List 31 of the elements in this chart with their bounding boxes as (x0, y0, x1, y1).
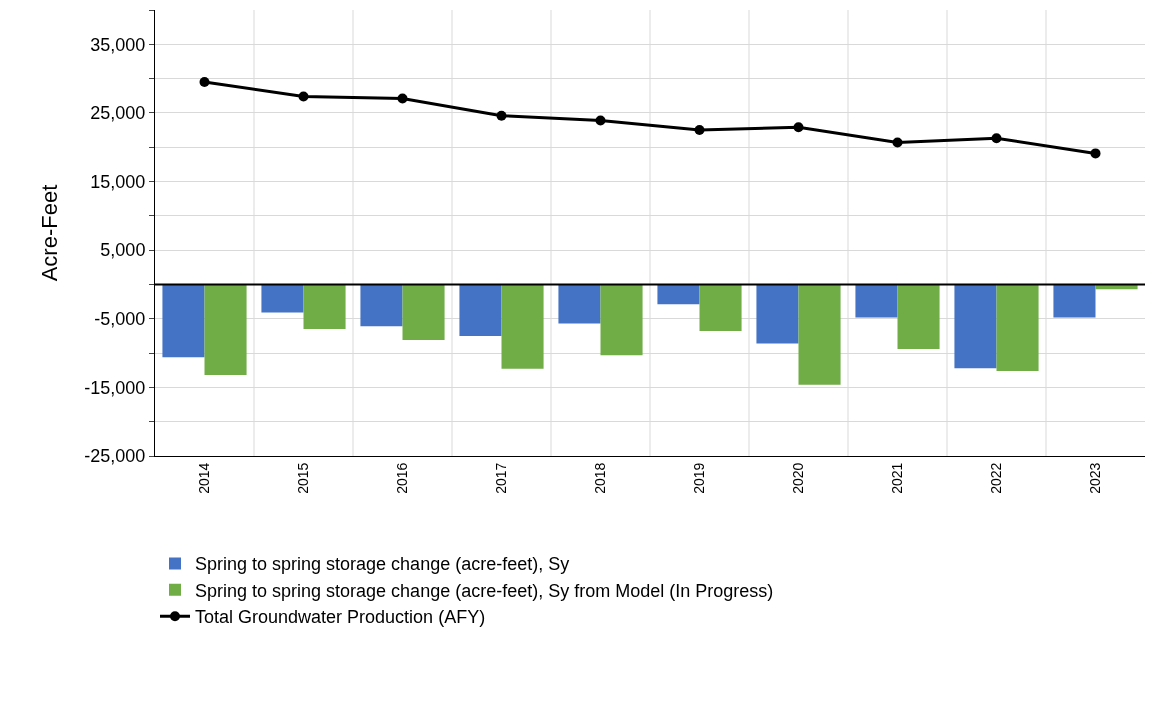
x-tick-label: 2017 (493, 462, 510, 494)
point (991, 133, 1002, 144)
point (1090, 148, 1101, 159)
y-tick-label: 25,000 (90, 103, 146, 124)
point (496, 110, 507, 121)
point (793, 122, 804, 133)
x-tick-label: 2016 (394, 462, 411, 494)
x-tick-label: 2022 (988, 462, 1005, 494)
y-axis-title: Acre-Feet (37, 184, 63, 282)
legend-label: Total Groundwater Production (AFY) (195, 607, 486, 628)
x-tick-label: 2021 (889, 462, 906, 494)
point (694, 125, 705, 136)
point (892, 137, 903, 148)
y-tick-label: -15,000 (84, 377, 146, 398)
y-tick-label: -5,000 (94, 309, 146, 330)
legend-label: Spring to spring storage change (acre-feet), Sy (195, 554, 570, 575)
y-tick-label: 5,000 (100, 240, 146, 261)
x-tick-label: 2020 (790, 462, 807, 494)
point (595, 115, 606, 126)
y-tick-label: 15,000 (90, 171, 146, 192)
point (199, 77, 210, 88)
x-tick-label: 2015 (295, 462, 312, 494)
legend-label: Spring to spring storage change (acre-feet), Sy from Model (In Progress) (195, 580, 774, 601)
x-tick-label: 2023 (1087, 462, 1104, 494)
y-tick-label: 35,000 (90, 34, 146, 55)
y-tick-label: -25,000 (84, 446, 146, 467)
point (298, 91, 309, 102)
x-tick-label: 2014 (196, 462, 213, 494)
x-tick-label: 2019 (691, 462, 708, 494)
point (397, 93, 408, 104)
x-tick-label: 2018 (592, 462, 609, 494)
